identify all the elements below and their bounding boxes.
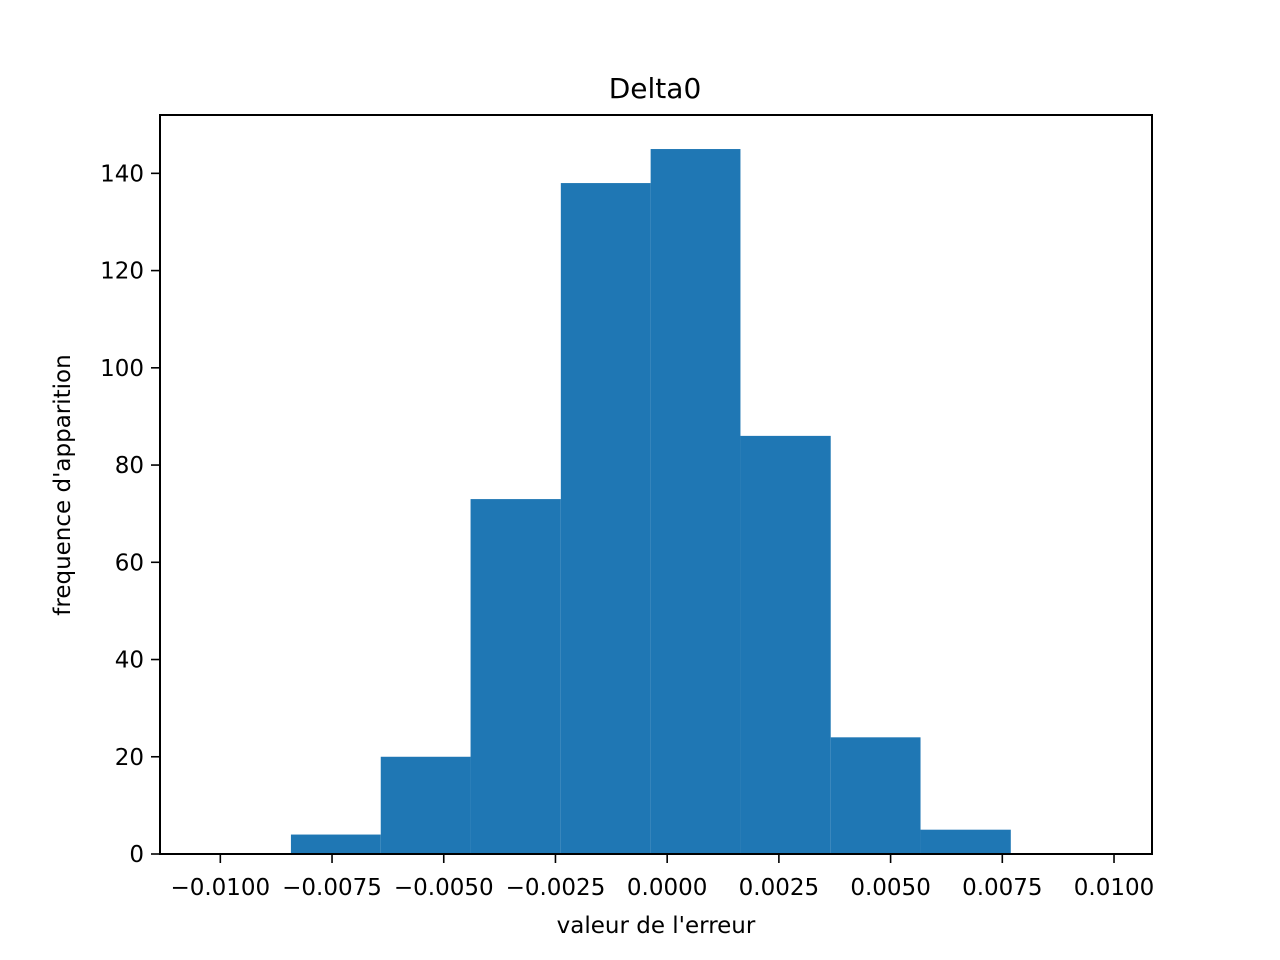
- histogram-bar: [830, 737, 921, 854]
- y-tick-label: 60: [115, 550, 144, 576]
- x-axis-ticks: −0.0100 −0.0075 −0.0050 −0.0025 0.0000 0.0025…: [170, 854, 1154, 901]
- plot-frame: [159, 114, 1153, 855]
- histogram-bar: [740, 435, 831, 854]
- x-tick-label: 0.0075: [962, 875, 1042, 901]
- y-tick-label: 80: [115, 453, 144, 479]
- x-tick-label: 0.0025: [739, 875, 819, 901]
- histogram-bar: [920, 829, 1011, 854]
- y-tick-label: 120: [100, 259, 144, 285]
- x-tick-label: −0.0075: [282, 875, 382, 901]
- y-axis-ticks: 0 20 40 60 80 100 120 140: [100, 161, 160, 868]
- y-tick-label: 40: [115, 648, 144, 674]
- y-axis-title: frequence d'apparition: [50, 354, 76, 615]
- histogram-bar: [290, 834, 381, 854]
- histogram-bar: [380, 756, 471, 854]
- x-tick-label: −0.0100: [170, 875, 270, 901]
- x-axis-title: valeur de l'erreur: [557, 913, 756, 939]
- y-tick-label: 100: [100, 356, 144, 382]
- x-tick-label: 0.0000: [627, 875, 707, 901]
- x-tick-label: −0.0025: [506, 875, 606, 901]
- x-tick-label: 0.0050: [850, 875, 930, 901]
- histogram-bar: [650, 149, 741, 854]
- x-tick-label: 0.0100: [1074, 875, 1154, 901]
- histogram-bar: [470, 499, 561, 854]
- x-tick-label: −0.0050: [394, 875, 494, 901]
- histogram-bar: [560, 183, 651, 854]
- y-tick-label: 20: [115, 745, 144, 771]
- y-tick-label: 140: [100, 161, 144, 187]
- y-tick-label: 0: [129, 842, 144, 868]
- chart-title: Delta0: [609, 72, 702, 105]
- histogram-bars: [290, 149, 1011, 854]
